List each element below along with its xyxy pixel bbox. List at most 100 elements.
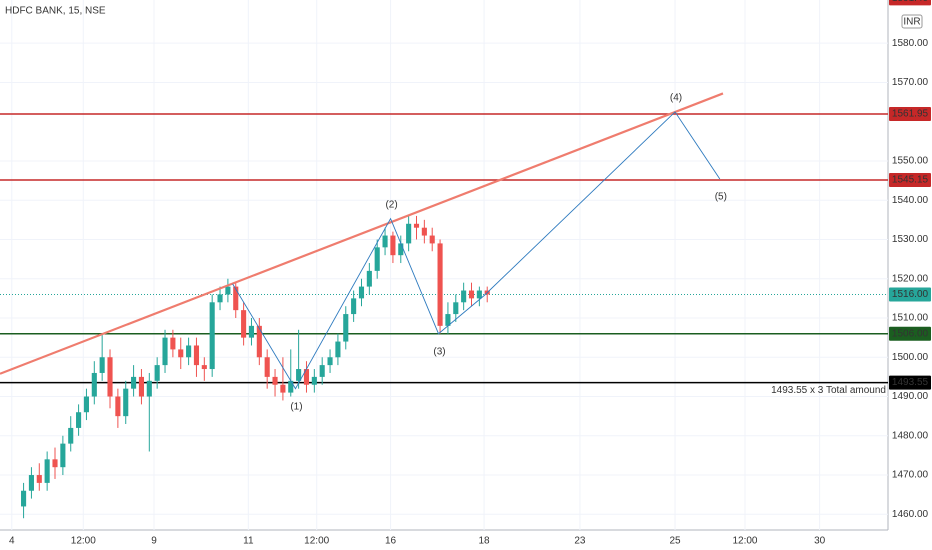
wave-label: (4): [670, 93, 682, 104]
candle-body: [256, 325, 262, 358]
candle-body: [390, 235, 396, 256]
currency-label: INR: [903, 17, 920, 28]
candle-body: [107, 357, 113, 397]
candle-body: [123, 388, 129, 417]
candle-body: [461, 290, 467, 303]
x-tick-label: 11: [243, 536, 254, 547]
candle-body: [68, 427, 74, 444]
x-tick-label: 25: [669, 536, 681, 547]
wave-label: (2): [385, 199, 397, 210]
candle-body: [296, 369, 302, 381]
candle-body: [178, 349, 184, 358]
x-tick-label: 4: [9, 536, 15, 547]
candle-body: [382, 235, 388, 248]
y-tick-label: 1470.00: [892, 470, 929, 481]
candle-body: [264, 357, 270, 377]
candle-body: [162, 337, 168, 366]
candle-body: [217, 294, 223, 303]
candle-body: [335, 341, 341, 358]
candle-body: [429, 235, 435, 244]
wave-label: (1): [290, 401, 302, 412]
candle-body: [445, 314, 451, 326]
candle-body: [21, 490, 27, 507]
x-tick-label: 30: [814, 536, 826, 547]
candle-body: [406, 223, 412, 244]
candle-body: [374, 247, 380, 271]
candle-body: [343, 314, 349, 342]
x-tick-label: 23: [574, 536, 586, 547]
price-level-label: 1545.15: [892, 175, 929, 186]
candle-body: [83, 396, 89, 413]
candle-body: [468, 290, 475, 299]
price-level-tag: [889, 326, 931, 341]
candle-body: [138, 376, 145, 397]
candle-body: [76, 412, 82, 428]
y-tick-label: 1500.00: [892, 352, 929, 363]
price-level-tag: [889, 375, 931, 390]
candle-body: [437, 243, 443, 326]
candle-body: [52, 459, 58, 468]
wave-line: [232, 111, 721, 390]
candle-body: [366, 270, 372, 287]
candle-body: [201, 365, 207, 370]
x-tick-label: 9: [151, 536, 157, 547]
candle-body: [398, 243, 404, 256]
candle-body: [28, 475, 34, 491]
y-tick-label: 1490.00: [892, 391, 929, 402]
price-level-tag: [889, 287, 931, 302]
annotation: 1493.55 x 3 Total amound: [771, 385, 886, 396]
candle-body: [421, 227, 427, 236]
candle-body: [91, 372, 97, 397]
candle-body: [358, 286, 365, 299]
x-tick-label: 16: [385, 536, 397, 547]
candle-body: [115, 396, 121, 417]
candle-body: [288, 380, 294, 393]
wave-label: (5): [715, 192, 727, 203]
candle-body: [351, 298, 357, 315]
y-tick-label: 1530.00: [892, 234, 929, 245]
x-tick-label: 12:00: [732, 536, 757, 547]
candle-body: [319, 365, 325, 377]
candle-body: [131, 376, 137, 389]
candle-body: [311, 376, 317, 385]
price-level-label: 1591.40: [892, 0, 929, 4]
y-tick-label: 1580.00: [892, 38, 929, 49]
price-level-label: 1493.55: [892, 377, 929, 388]
candle-body: [209, 302, 215, 370]
y-tick-label: 1550.00: [892, 156, 929, 167]
price-level-tag: [889, 0, 931, 6]
candle-body: [476, 290, 482, 299]
candle-body: [44, 459, 50, 483]
candle-body: [453, 302, 459, 315]
candle-body: [225, 286, 231, 295]
currency-box: [901, 14, 923, 29]
y-tick-label: 1540.00: [892, 195, 929, 206]
y-tick-label: 1480.00: [892, 430, 929, 441]
candle-body: [99, 357, 105, 373]
candle-body: [248, 325, 255, 338]
x-tick-label: 18: [479, 536, 491, 547]
candle-body: [241, 310, 247, 338]
candle-body: [60, 443, 66, 468]
y-tick-label: 1510.00: [892, 313, 929, 324]
y-tick-label: 1460.00: [892, 509, 929, 520]
candle-body: [280, 384, 286, 393]
price-level-label: 1561.95: [892, 109, 929, 120]
chart-title: HDFC BANK, 15, NSE: [5, 6, 106, 17]
candle-body: [303, 369, 310, 385]
candle-body: [272, 376, 278, 385]
trend-line: [0, 92, 724, 375]
y-tick-label: 1570.00: [892, 77, 929, 88]
candle-body: [146, 380, 152, 397]
candle-body: [193, 345, 200, 366]
candle-body: [186, 345, 192, 358]
wave-label: (3): [433, 346, 445, 357]
price-level-label: 1506.00: [892, 328, 929, 339]
candle-body: [170, 337, 176, 350]
candle-body: [154, 365, 160, 381]
price-level-tag: [889, 107, 931, 122]
candle-body: [36, 475, 42, 483]
x-tick-label: 12:00: [304, 536, 329, 547]
